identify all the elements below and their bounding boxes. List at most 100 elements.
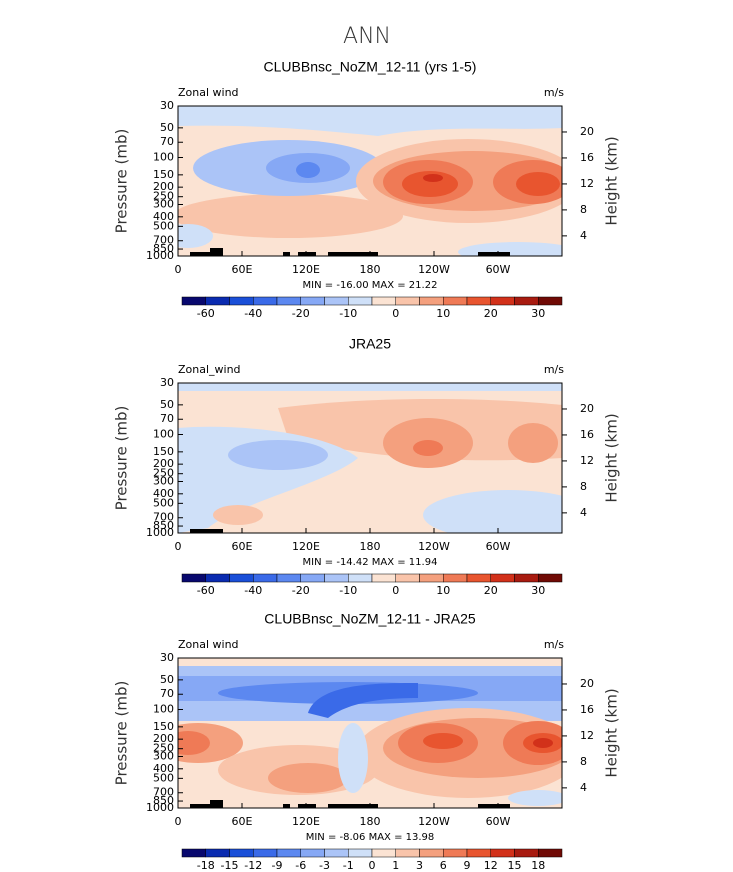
colorbar-box	[514, 848, 539, 858]
colorbar-box	[466, 573, 491, 583]
y2-axis-label: Height (km)	[603, 413, 621, 502]
colorbar-label: 15	[508, 859, 522, 872]
min-max: MIN = -8.06 MAX = 13.98	[306, 832, 435, 843]
y2-tick-label: 20	[580, 125, 594, 138]
y-tick-label: 30	[160, 376, 174, 389]
y-tick-label: 200	[153, 180, 174, 193]
y-tick-label: 700	[153, 511, 174, 524]
y2-tick-label: 8	[580, 755, 587, 768]
x-tick-label: 60W	[486, 540, 511, 553]
y2-tick-label: 16	[580, 428, 594, 441]
min-max: MIN = -14.42 MAX = 11.94	[303, 557, 438, 568]
y-axis-label: Pressure (mb)	[113, 406, 131, 511]
colorbar-box	[395, 296, 420, 306]
y2-tick-label: 8	[580, 203, 587, 216]
colorbar-label: 1	[392, 859, 399, 872]
y-tick-label: 30	[160, 99, 174, 112]
y-tick-label: 500	[153, 496, 174, 509]
colorbar-box	[253, 296, 278, 306]
y-tick-label: 400	[153, 762, 174, 775]
colorbar-label: -18	[197, 859, 215, 872]
units-label: m/s	[544, 363, 564, 376]
y-tick-label: 700	[153, 234, 174, 247]
y-tick-label: 200	[153, 732, 174, 745]
y2-tick-label: 4	[580, 781, 587, 794]
x-tick-label: 120E	[292, 540, 320, 553]
y-tick-label: 1000	[146, 526, 174, 539]
variable-label: Zonal_wind	[178, 363, 241, 376]
x-tick-label: 60E	[232, 263, 253, 276]
colorbar-label: 0	[392, 307, 399, 320]
y-axis-label: Pressure (mb)	[113, 129, 131, 234]
colorbar-label: 0	[392, 584, 399, 597]
y2-tick-label: 12	[580, 177, 594, 190]
y2-tick-label: 12	[580, 454, 594, 467]
panel-title: CLUBBnsc_NoZM_12-11 (yrs 1-5)	[264, 59, 477, 75]
y2-tick-label: 12	[580, 729, 594, 742]
y2-tick-label: 16	[580, 151, 594, 164]
colorbar-box	[276, 848, 301, 858]
colorbar-box	[205, 296, 230, 306]
colorbar-label: -10	[339, 307, 357, 320]
x-tick-label: 180	[360, 540, 381, 553]
x-tick-label: 120E	[292, 815, 320, 828]
colorbar-label: 6	[440, 859, 447, 872]
colorbar-box	[181, 573, 206, 583]
colorbar-box	[490, 573, 515, 583]
colorbar-label: 18	[531, 859, 545, 872]
y-tick-label: 300	[153, 474, 174, 487]
colorbar-box	[443, 573, 468, 583]
colorbar-box	[538, 296, 563, 306]
y-tick-label: 150	[153, 168, 174, 181]
contour-field	[178, 658, 562, 808]
y-tick-label: 150	[153, 445, 174, 458]
colorbar-box	[419, 573, 444, 583]
panel-title: JRA25	[349, 336, 391, 352]
panel-title: CLUBBnsc_NoZM_12-11 - JRA25	[264, 611, 476, 627]
y2-tick-label: 20	[580, 677, 594, 690]
y-tick-label: 250	[153, 467, 174, 480]
colorbar-box	[324, 848, 349, 858]
y-tick-label: 70	[160, 412, 174, 425]
y-tick-label: 500	[153, 771, 174, 784]
colorbar-box	[443, 296, 468, 306]
y-tick-label: 700	[153, 786, 174, 799]
y-tick-label: 70	[160, 687, 174, 700]
contour-field	[178, 383, 562, 533]
colorbar-label: -10	[339, 584, 357, 597]
y-tick-label: 200	[153, 457, 174, 470]
colorbar-box	[205, 573, 230, 583]
colorbar-box	[538, 573, 563, 583]
colorbar-box	[514, 573, 539, 583]
colorbar-box	[348, 573, 373, 583]
colorbar-label: -60	[197, 584, 215, 597]
colorbar-label: 20	[484, 307, 498, 320]
y-tick-label: 400	[153, 487, 174, 500]
variable-label: Zonal wind	[178, 638, 239, 651]
y-tick-label: 50	[160, 673, 174, 686]
colorbar-label: 10	[436, 584, 450, 597]
colorbar-box	[300, 573, 325, 583]
colorbar-label: -20	[292, 584, 310, 597]
min-max: MIN = -16.00 MAX = 21.22	[303, 280, 438, 291]
colorbar-box	[300, 848, 325, 858]
x-tick-label: 180	[360, 815, 381, 828]
colorbar-box	[324, 296, 349, 306]
colorbar-box	[205, 848, 230, 858]
colorbar-label: 30	[531, 307, 545, 320]
y-axis-label: Pressure (mb)	[113, 681, 131, 786]
colorbar-box	[253, 848, 278, 858]
colorbar-box	[490, 848, 515, 858]
colorbar-label: -3	[319, 859, 330, 872]
y-tick-label: 100	[153, 428, 174, 441]
colorbar-label: 9	[464, 859, 471, 872]
y-tick-label: 300	[153, 749, 174, 762]
y2-tick-label: 4	[580, 506, 587, 519]
x-tick-label: 180	[360, 263, 381, 276]
colorbar-box	[371, 848, 396, 858]
y2-tick-label: 8	[580, 480, 587, 493]
y-tick-label: 850	[153, 242, 174, 255]
y2-tick-label: 20	[580, 402, 594, 415]
x-tick-label: 60E	[232, 540, 253, 553]
contour-field	[178, 106, 562, 256]
